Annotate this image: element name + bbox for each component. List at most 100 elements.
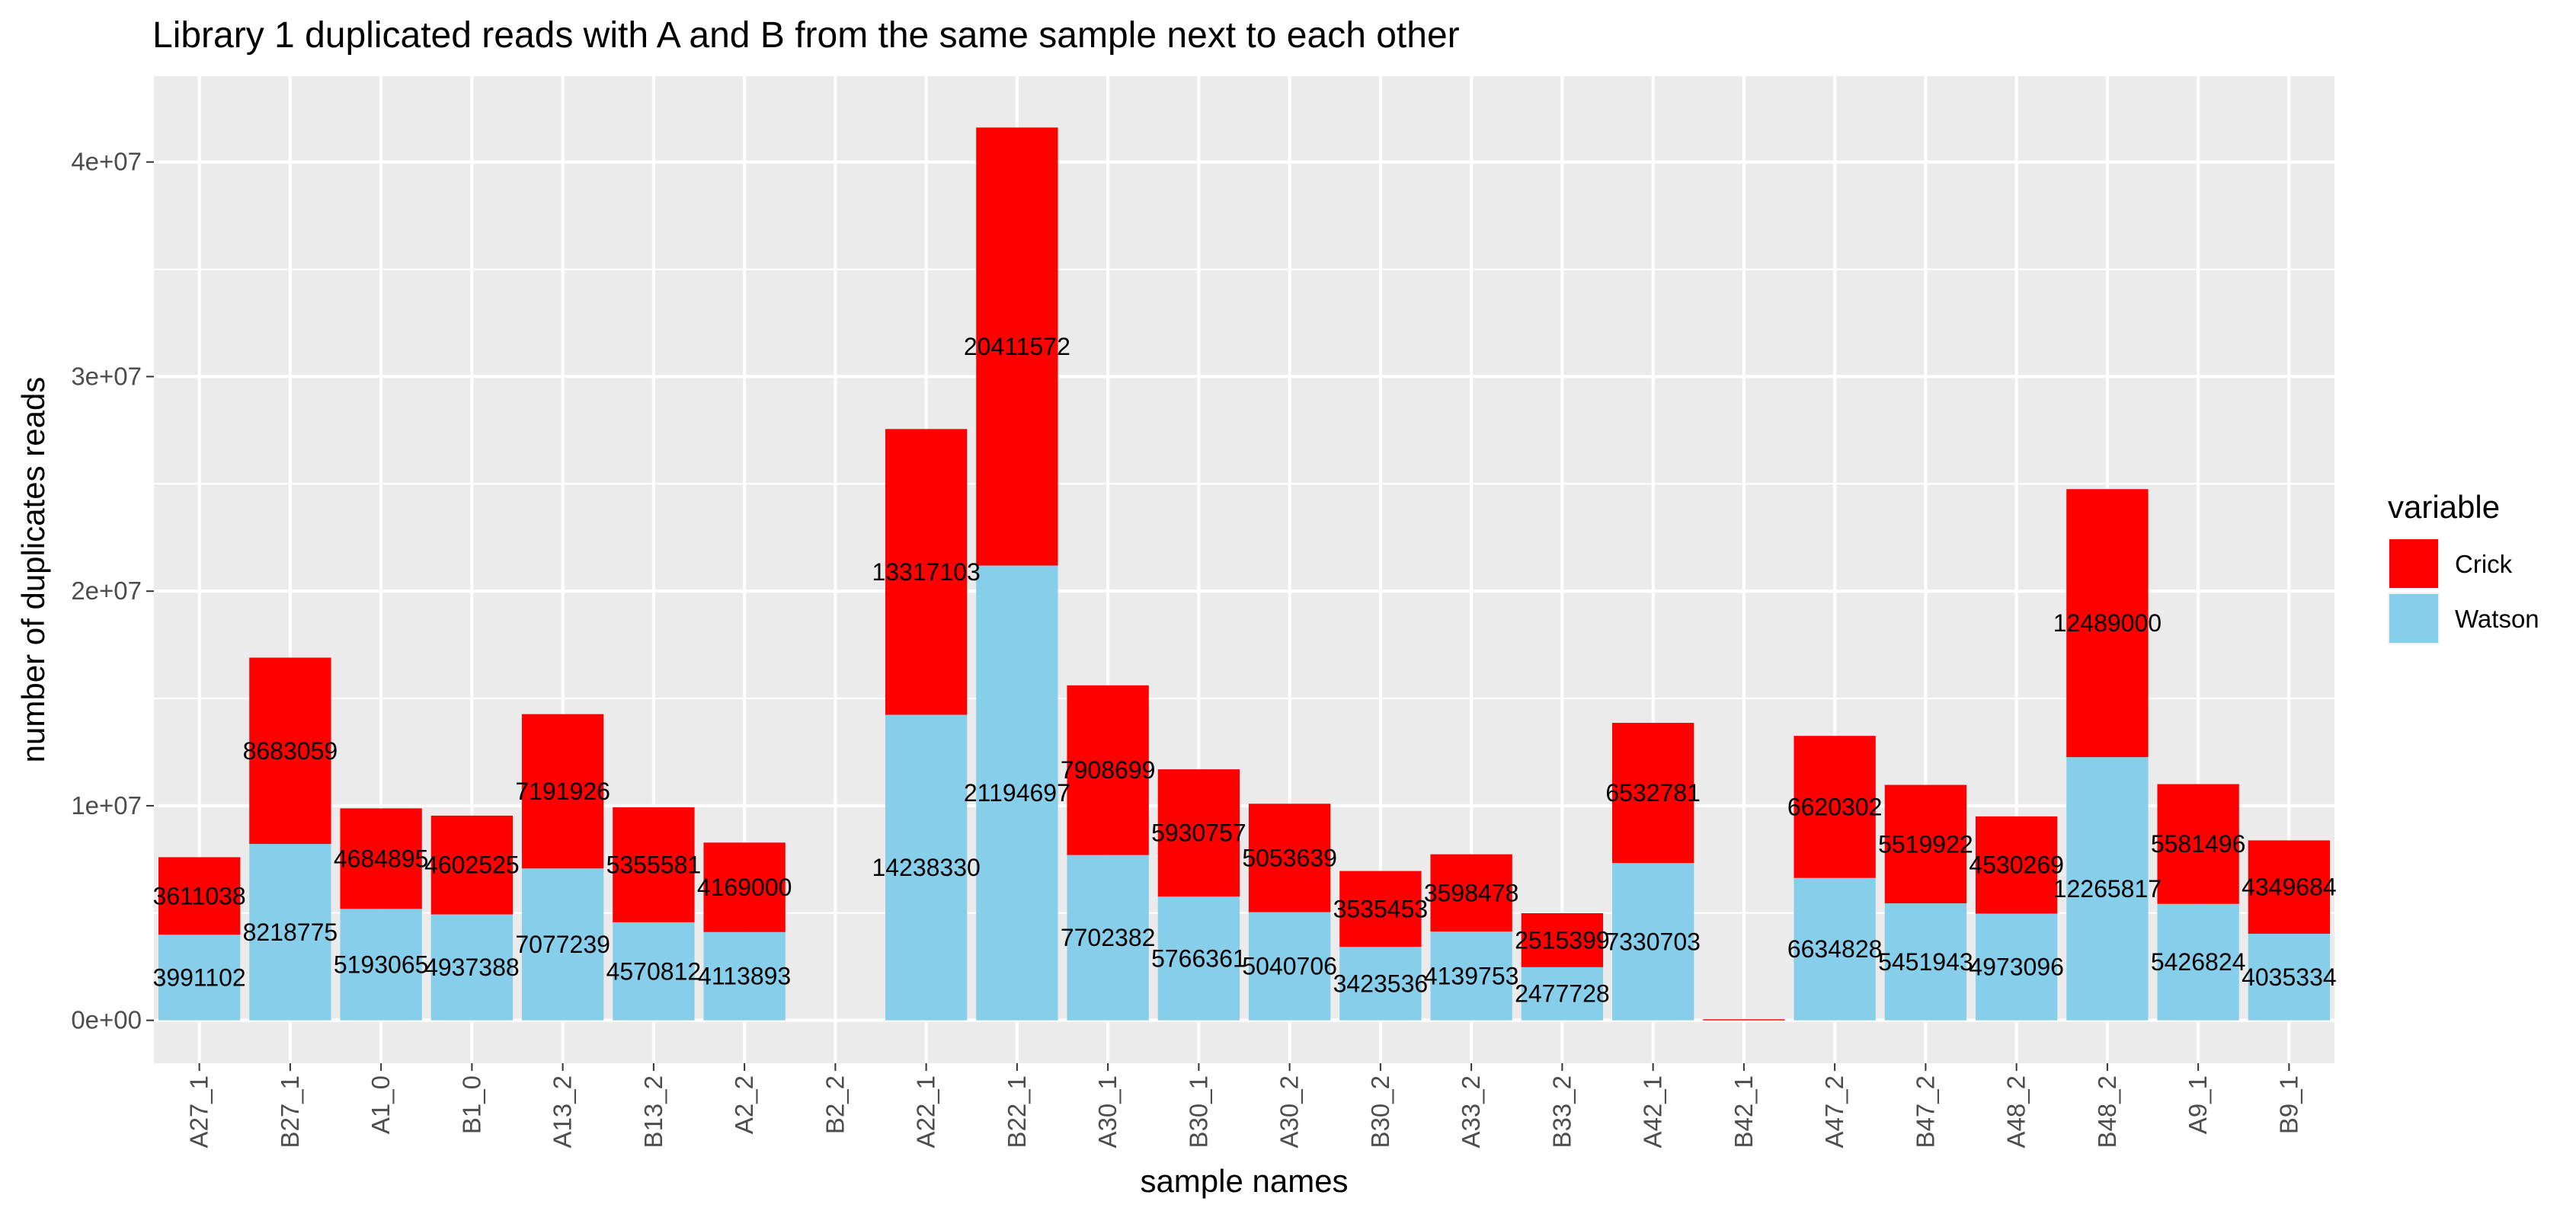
- bar-crick-A22_1: [885, 429, 968, 715]
- y-tick-label: 3e+07: [71, 362, 142, 390]
- bar-crick-B9_1: [2248, 840, 2331, 934]
- x-tick-label-B22_1: B22_1: [1003, 1075, 1031, 1148]
- data-label-crick-B13_2: 5355581: [606, 851, 702, 878]
- x-tick-label-A48_2: A48_2: [2002, 1075, 2030, 1148]
- bar-crick-B42_1: [1703, 1019, 1785, 1021]
- x-tick-label-B30_2: B30_2: [1366, 1075, 1394, 1148]
- x-tick-label-A27_1: A27_1: [185, 1075, 213, 1148]
- bar-watson-B13_2: [613, 922, 695, 1021]
- data-label-watson-A30_1: 7702382: [1061, 924, 1156, 951]
- bar-watson-A30_1: [1067, 855, 1149, 1021]
- grid-minor: [154, 268, 2334, 914]
- bar-crick-B27_1: [249, 657, 331, 845]
- bar-crick-A27_1: [158, 857, 241, 935]
- bar-crick-A47_2: [1794, 736, 1876, 878]
- x-tick-label-B1_0: B1_0: [457, 1075, 485, 1134]
- data-label-crick-A42_1: 6532781: [1605, 779, 1701, 807]
- legend: variable Crick Watson: [2388, 489, 2539, 644]
- x-tick-label-A30_2: A30_2: [1275, 1075, 1304, 1148]
- bar-crick-B48_2: [2066, 489, 2149, 758]
- bar-watson-B22_1: [976, 565, 1058, 1021]
- x-tick-label-B48_2: B48_2: [2093, 1075, 2121, 1148]
- legend-swatch-watson: [2389, 594, 2438, 643]
- bar-crick-A30_1: [1067, 685, 1149, 855]
- x-tick-label-B27_1: B27_1: [276, 1075, 304, 1148]
- data-label-watson-B48_2: 12265817: [2053, 875, 2162, 903]
- bar-watson-A1_0: [340, 909, 422, 1021]
- data-label-crick-B1_0: 4602525: [424, 852, 520, 879]
- x-axis-title: sample names: [1140, 1163, 1348, 1199]
- data-label-watson-A33_2: 4139753: [1424, 962, 1519, 989]
- bar-watson-A13_2: [521, 868, 604, 1021]
- bar-watson-A2_2: [703, 931, 786, 1021]
- data-labels: 3991102 3611038 8218775 8683059 5193065 46848…: [153, 333, 2337, 1008]
- x-tick-label-A42_1: A42_1: [1639, 1075, 1667, 1148]
- x-tick-label-B2_2: B2_2: [821, 1075, 849, 1134]
- data-label-watson-A9_1: 5426824: [2151, 948, 2246, 976]
- chart-title: Library 1 duplicated reads with A and B …: [152, 15, 1460, 56]
- bar-watson-A33_2: [1430, 931, 1512, 1021]
- bar-watson-B30_2: [1339, 947, 1422, 1021]
- y-tick-label: 0e+00: [71, 1006, 142, 1034]
- data-label-watson-B22_1: 21194697: [964, 779, 1070, 807]
- x-tick-label-A33_2: A33_2: [1457, 1075, 1485, 1148]
- data-label-watson-B30_1: 5766361: [1151, 944, 1246, 972]
- legend-title: variable: [2388, 489, 2500, 525]
- legend-label-crick: Crick: [2455, 550, 2513, 578]
- data-label-watson-A2_2: 4113893: [698, 963, 791, 990]
- y-tick-label: 2e+07: [71, 577, 142, 605]
- bar-watson-A42_1: [1611, 863, 1694, 1021]
- data-label-crick-A9_1: 5581496: [2151, 830, 2246, 858]
- x-tick-label-B13_2: B13_2: [639, 1075, 667, 1148]
- data-label-watson-B1_0: 4937388: [424, 954, 520, 981]
- x-tick-label-A13_2: A13_2: [549, 1075, 577, 1148]
- data-label-crick-A2_2: 4169000: [697, 874, 792, 901]
- data-label-crick-A30_2: 5053639: [1242, 844, 1337, 871]
- plot-panel: [154, 76, 2334, 1063]
- data-label-watson-B9_1: 4035334: [2242, 963, 2337, 991]
- data-label-crick-A13_2: 7191926: [515, 778, 610, 805]
- bar-crick-A48_2: [1975, 816, 2058, 914]
- data-label-watson-A27_1: 3991102: [153, 963, 246, 991]
- data-label-watson-B47_2: 5451943: [1878, 948, 1973, 976]
- data-label-crick-A22_1: 13317103: [872, 558, 980, 586]
- data-label-watson-B27_1: 8218775: [243, 919, 338, 946]
- bar-watson-A9_1: [2157, 903, 2239, 1021]
- bar-watson-A47_2: [1794, 877, 1876, 1021]
- y-axis: 0e+00 1e+07 2e+07 3e+07 4e+07: [71, 148, 154, 1034]
- data-label-crick-B33_2: 2515399: [1515, 926, 1610, 954]
- x-tick-label-B33_2: B33_2: [1547, 1075, 1576, 1148]
- bars: [158, 127, 2331, 1021]
- data-label-crick-B22_1: 20411572: [964, 333, 1070, 360]
- data-label-watson-A13_2: 7077239: [515, 931, 610, 958]
- bar-crick-B30_1: [1157, 769, 1240, 897]
- x-tick-label-A47_2: A47_2: [1820, 1075, 1848, 1148]
- bar-watson-B1_0: [430, 914, 514, 1021]
- data-label-crick-A47_2: 6620302: [1787, 793, 1883, 820]
- data-label-crick-B48_2: 12489000: [2053, 609, 2162, 637]
- bar-watson-B27_1: [249, 844, 331, 1021]
- x-tick-label-A2_2: A2_2: [730, 1075, 758, 1134]
- bar-watson-B30_1: [1157, 896, 1240, 1021]
- legend-label-watson: Watson: [2455, 605, 2539, 633]
- x-tick-label-B30_1: B30_1: [1184, 1075, 1212, 1148]
- bar-watson-B47_2: [1884, 903, 1967, 1021]
- data-label-watson-A48_2: 4973096: [1969, 954, 2064, 981]
- bar-crick-A42_1: [1611, 723, 1694, 864]
- bar-watson-B48_2: [2066, 757, 2149, 1021]
- data-label-watson-A47_2: 6634828: [1787, 935, 1883, 963]
- bar-watson-B9_1: [2248, 933, 2331, 1021]
- data-label-watson-B13_2: 4570812: [606, 957, 702, 985]
- data-label-watson-A1_0: 5193065: [334, 951, 429, 978]
- bar-watson-A22_1: [885, 714, 968, 1021]
- x-tick-label-B42_1: B42_1: [1730, 1075, 1758, 1148]
- data-label-crick-B30_1: 5930757: [1151, 820, 1246, 847]
- data-label-crick-A48_2: 4530269: [1969, 852, 2064, 879]
- x-tick-label-A22_1: A22_1: [912, 1075, 940, 1148]
- legend-swatch-crick: [2389, 539, 2438, 588]
- bar-crick-A2_2: [703, 842, 786, 932]
- bar-crick-B47_2: [1884, 784, 1967, 904]
- bar-crick-A9_1: [2157, 784, 2239, 904]
- data-label-crick-A33_2: 3598478: [1424, 879, 1519, 906]
- data-label-crick-B30_2: 3535453: [1333, 895, 1429, 922]
